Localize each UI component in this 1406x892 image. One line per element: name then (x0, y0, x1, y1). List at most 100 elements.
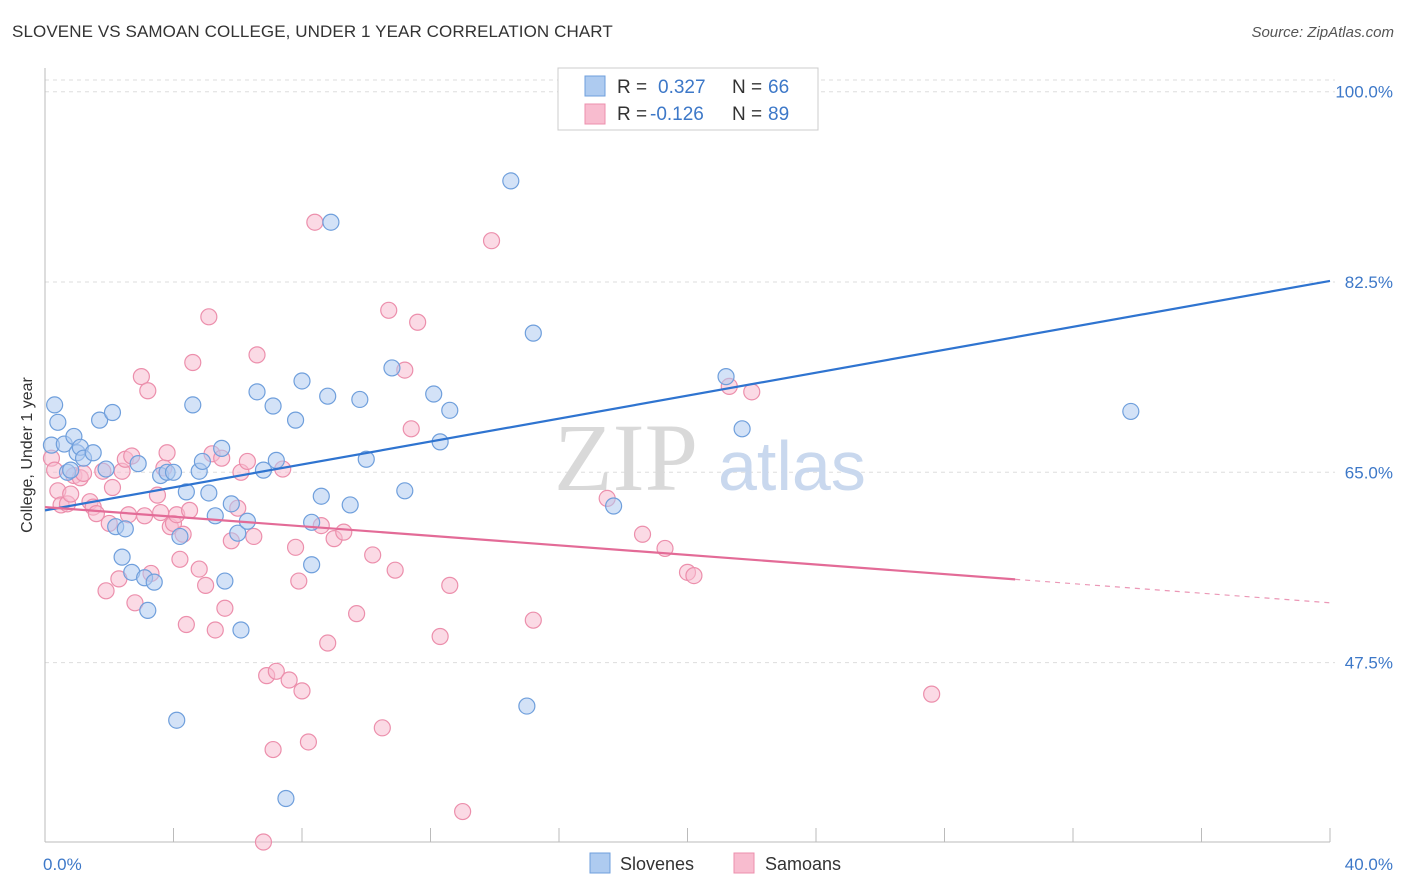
samoans-point (103, 478, 122, 497)
slovenes-point (518, 697, 536, 715)
samoans-point (152, 503, 170, 522)
slovenes-point (267, 451, 285, 469)
samoans-point (364, 546, 382, 564)
slovenes-point (206, 507, 224, 525)
slovenes-point (62, 461, 80, 479)
x-tick-labels: 0.0% 40.0% (43, 855, 1393, 874)
slovenes-point (524, 324, 542, 342)
samoans-point (402, 420, 420, 438)
samoans-point (923, 685, 941, 703)
slovenes-point (97, 460, 115, 478)
watermark-zip: ZIP (554, 404, 698, 511)
samoans-point (373, 719, 391, 737)
slovenes-point (184, 396, 202, 414)
slovenes-point (139, 601, 157, 620)
legend-swatch-slovenes (584, 75, 606, 97)
samoans-point (454, 802, 472, 821)
samoans-point (293, 682, 311, 700)
samoans-point (200, 308, 218, 326)
watermark: ZIP atlas (554, 404, 866, 511)
slovenes-point (49, 413, 67, 431)
watermark-atlas: atlas (718, 427, 866, 505)
samoans-point (171, 550, 189, 568)
samoans-point (319, 634, 337, 652)
slovenes-point (319, 387, 337, 405)
slovenes-point (84, 444, 102, 462)
slovenes-point (164, 463, 183, 481)
slovenes-point (733, 420, 751, 438)
slovenes-point (322, 213, 340, 231)
slovenes-point (312, 487, 330, 505)
samoans-point (441, 576, 459, 594)
legend-n-label: N = (732, 104, 762, 125)
slovenes-point (303, 556, 321, 574)
samoans-point (633, 525, 652, 543)
slovenes-point (396, 482, 414, 500)
y-tick-label: 65.0% (1345, 463, 1393, 482)
stats-legend: R = 0.327 N = 66 R = -0.126 N = 89 (557, 67, 819, 131)
samoans-point (126, 594, 144, 612)
legend-r-label: R = (617, 104, 647, 125)
slovenes-point (171, 527, 189, 546)
samoans-trend-extension (1015, 578, 1331, 604)
slovenes-point (425, 385, 443, 403)
samoans-point (248, 346, 266, 364)
slovenes-point (286, 411, 305, 429)
samoans-points (42, 213, 941, 851)
slovenes-point (351, 390, 369, 409)
slovenes-point (605, 497, 623, 515)
y-tick-label: 100.0% (1335, 83, 1393, 102)
slovenes-point (232, 621, 250, 639)
slovenes-point (264, 397, 282, 415)
samoans-point (299, 733, 318, 751)
slovenes-point (145, 573, 163, 591)
legend-n-value: 89 (768, 104, 789, 125)
slovenes-point (216, 572, 234, 590)
samoans-point (380, 301, 398, 319)
slovenes-point (193, 452, 212, 471)
samoans-point (206, 621, 224, 639)
slovenes-point (113, 548, 131, 566)
chart-title: SLOVENE VS SAMOAN COLLEGE, UNDER 1 YEAR … (12, 22, 613, 41)
slovenes-point (103, 403, 122, 422)
samoans-point (238, 452, 256, 471)
slovenes-point (168, 711, 186, 729)
samoans-point (348, 605, 366, 623)
slovenes-point (200, 484, 218, 502)
legend-r-label: R = (617, 77, 647, 98)
slovenes-point (91, 411, 109, 429)
legend-n-value: 66 (768, 77, 789, 98)
samoans-point (290, 572, 308, 590)
samoans-point (158, 444, 176, 462)
samoans-trend-line (44, 506, 1016, 581)
y-tick-label: 47.5% (1345, 654, 1393, 673)
slovenes-point (129, 455, 147, 473)
grid-lines (45, 79, 1335, 664)
samoans-point (431, 627, 449, 646)
slovenes-point (177, 483, 195, 501)
samoans-point (177, 615, 195, 634)
samoans-point (409, 313, 427, 331)
samoans-point (685, 567, 703, 585)
samoans-point (97, 582, 115, 600)
samoans-point (264, 740, 282, 759)
samoans-point (254, 833, 273, 851)
legend-label-slovenes: Slovenes (620, 854, 694, 874)
source-credit: Source: ZipAtlas.com (1251, 24, 1394, 41)
samoans-point (267, 662, 285, 680)
legend-swatch-samoans (584, 103, 606, 125)
slovenes-point (116, 520, 134, 538)
samoans-point (306, 213, 324, 231)
slovenes-point (383, 359, 401, 377)
legend-swatch-slovenes (589, 852, 611, 874)
samoans-point (386, 561, 404, 579)
legend-r-value: -0.126 (650, 104, 704, 125)
samoans-point (132, 368, 150, 386)
y-tick-label: 82.5% (1345, 273, 1393, 292)
slovenes-point (717, 368, 735, 386)
legend-swatch-samoans (733, 852, 755, 874)
samoans-point (190, 560, 208, 578)
y-tick-labels: 100.0% 82.5% 65.0% 47.5% (1335, 83, 1393, 673)
samoans-point (180, 501, 199, 519)
